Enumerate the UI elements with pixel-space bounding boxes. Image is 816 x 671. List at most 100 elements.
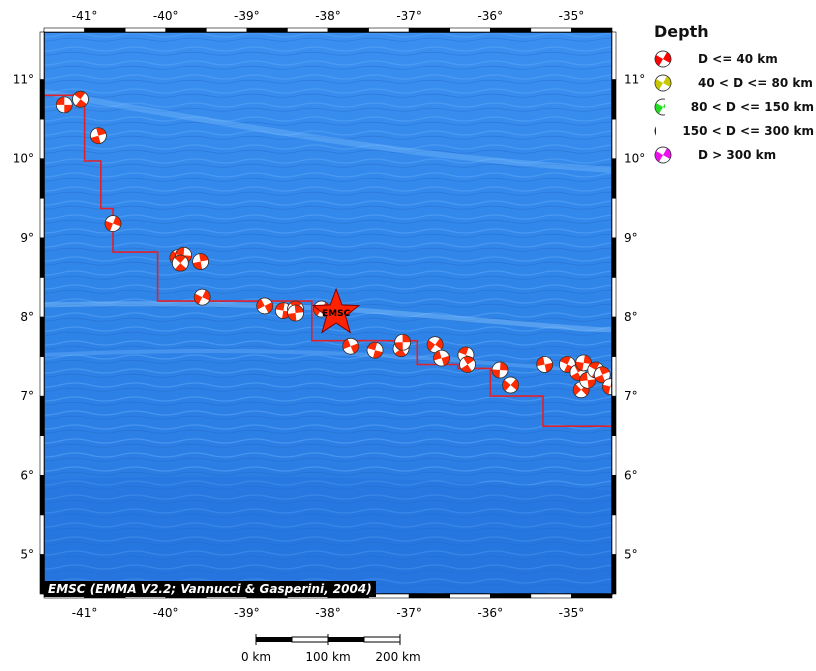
distance-scale-bar: 0 km 100 km 200 km (241, 634, 421, 664)
frame-bar-segment (530, 593, 572, 599)
earthquake-event[interactable] (499, 374, 522, 397)
legend-item: D > 300 km (654, 143, 814, 167)
frame-bar-segment (205, 27, 248, 33)
frame-bar-segment (571, 593, 613, 599)
earthquake-event[interactable] (432, 348, 452, 368)
main-event-star[interactable] (311, 287, 361, 334)
earthquake-event[interactable] (424, 333, 446, 355)
frame-bar-segment (489, 593, 532, 599)
latitude-ticks-right: 5° 6° 7° 8° 9° 10° 11° (624, 72, 645, 561)
earthquake-event[interactable] (169, 252, 192, 275)
map-frame-scale-bars (39, 27, 617, 599)
frame-bar-segment (530, 27, 572, 33)
latitude-tick-label: 5° (20, 547, 34, 561)
legend-item-label: 40 < D <= 80 km (698, 76, 813, 90)
frame-bar-segment (611, 277, 617, 318)
longitude-tick-label: -41° (72, 606, 98, 620)
latitude-tick-label: 8° (20, 310, 34, 324)
earthquake-event[interactable] (592, 364, 613, 385)
beachball-icon (654, 50, 672, 68)
frame-bar-segment (408, 27, 451, 33)
beachball-icon (654, 146, 672, 164)
earthquake-event[interactable] (192, 286, 213, 307)
longitude-tick-label: -41° (72, 9, 98, 23)
earthquake-event[interactable] (88, 126, 108, 146)
frame-bar-segment (39, 435, 45, 476)
frame-bar-segment (408, 593, 451, 599)
earthquake-event[interactable] (535, 355, 554, 374)
longitude-ticks-top: -41° -40° -39° -38° -37° -36° -35° (72, 9, 584, 23)
frame-bar-segment (39, 197, 45, 239)
earthquake-events (55, 88, 620, 399)
frame-bar-segment (165, 27, 207, 33)
frame-bar-segment (611, 554, 617, 595)
map-credit: EMSC (EMMA V2.2; Vannucci & Gasperini, 2… (44, 581, 376, 597)
frame-bar-segment (246, 27, 288, 33)
earthquake-event[interactable] (55, 96, 73, 114)
earthquake-event[interactable] (254, 295, 276, 317)
earthquake-event[interactable] (287, 304, 305, 322)
frame-bar-segment (84, 27, 126, 33)
latitude-ticks-left: 5° 6° 7° 8° 9° 10° 11° (13, 72, 34, 561)
frame-bar-segment (611, 118, 617, 159)
frame-bar-segment (39, 237, 45, 278)
frame-bar-segment (611, 435, 617, 476)
main-event-label: EMSC (322, 309, 351, 319)
scale-label-200: 200 km (375, 650, 420, 664)
frame-bar-segment (489, 27, 532, 33)
beachball-icon (654, 98, 665, 116)
longitude-tick-label: -40° (153, 9, 179, 23)
legend-title: Depth (654, 22, 709, 41)
earthquake-event[interactable] (340, 336, 361, 357)
latitude-tick-label: 8° (624, 310, 638, 324)
frame-bar-segment (327, 27, 369, 33)
legend-item: D <= 40 km (654, 47, 814, 71)
earthquake-event[interactable] (394, 333, 412, 351)
frame-bar-segment (39, 356, 45, 397)
frame-bar-segment (39, 118, 45, 159)
legend-item-label: 80 < D <= 150 km (690, 100, 814, 114)
latitude-tick-label: 9° (20, 231, 34, 245)
latitude-tick-label: 10° (13, 152, 34, 166)
frame-bar-segment (571, 27, 613, 33)
frame-bar-segment (39, 158, 45, 199)
plate-boundary-line (44, 94, 612, 427)
longitude-tick-label: -35° (559, 606, 585, 620)
frame-bar-segment (611, 158, 617, 199)
frame-bar-segment (39, 79, 45, 120)
frame-bar-segment (611, 356, 617, 397)
frame-bar-segment (611, 79, 617, 120)
latitude-tick-label: 11° (13, 72, 34, 86)
frame-bar-segment (39, 474, 45, 516)
frame-bar-segment (449, 27, 491, 33)
deep-basin-shade (44, 476, 612, 594)
beachball-icon (654, 74, 672, 92)
frame-bar-segment (124, 27, 167, 33)
longitude-tick-label: -36° (477, 606, 503, 620)
longitude-tick-label: -38° (315, 9, 341, 23)
longitude-tick-label: -40° (153, 606, 179, 620)
frame-bar-segment (39, 31, 45, 80)
longitude-tick-label: -36° (477, 9, 503, 23)
frame-bar-segment (39, 395, 45, 436)
longitude-tick-label: -37° (396, 9, 422, 23)
earthquake-event[interactable] (191, 252, 210, 271)
earthquake-event[interactable] (601, 377, 620, 396)
frame-bar-segment (611, 237, 617, 278)
legend-item-label: D > 300 km (698, 148, 777, 162)
frame-bar-segment (611, 31, 617, 80)
frame-bar-segment (611, 514, 617, 555)
latitude-tick-label: 6° (624, 468, 638, 482)
earthquake-event[interactable] (103, 213, 124, 234)
map-area[interactable]: EMSC -41° -40° -39° -38° -37° -36° -35° -41° -4… (13, 9, 646, 620)
earthquake-event[interactable] (456, 353, 478, 375)
legend-item-label: 150 < D <= 300 km (682, 124, 814, 138)
main-event-marker[interactable]: EMSC (311, 287, 361, 334)
latitude-tick-label: 11° (624, 72, 645, 86)
earthquake-event[interactable] (365, 340, 385, 360)
earthquake-event[interactable] (69, 88, 91, 110)
frame-bar-segment (287, 27, 329, 33)
earthquake-event[interactable] (491, 361, 509, 379)
frame-bar-segment (611, 395, 617, 436)
latitude-tick-label: 5° (624, 547, 638, 561)
